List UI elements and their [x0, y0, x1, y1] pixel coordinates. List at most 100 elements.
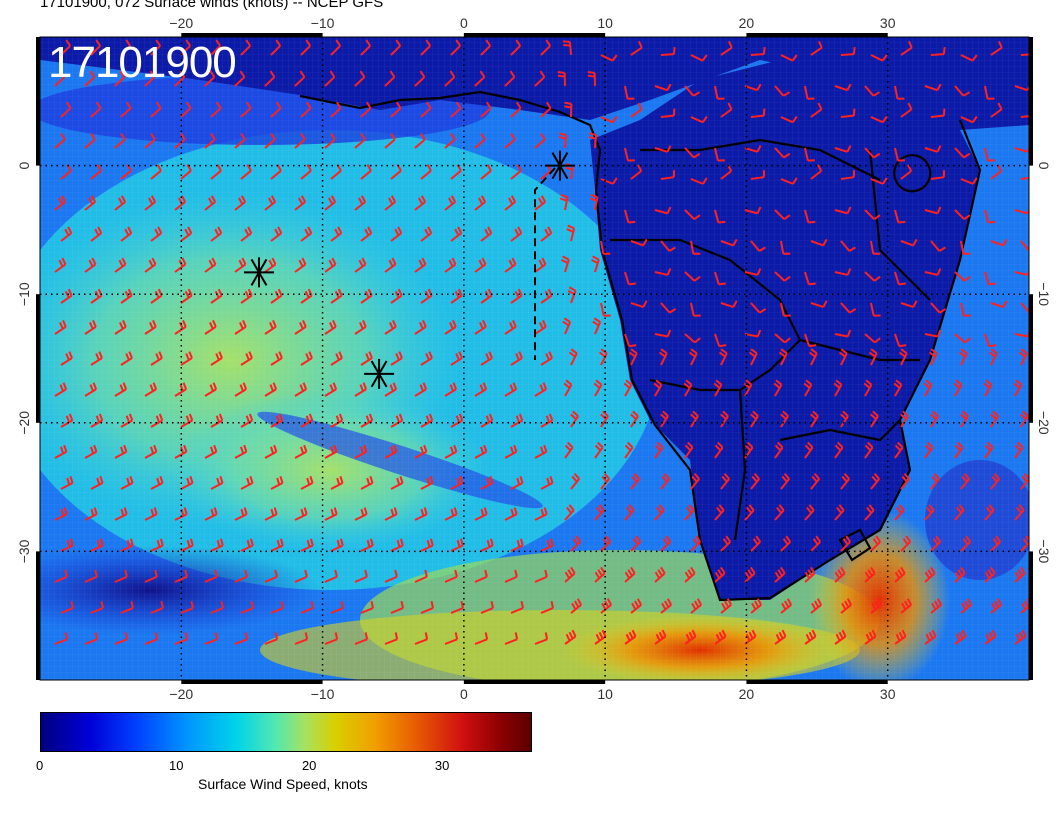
wind-barb — [990, 472, 1000, 490]
wind-barb — [84, 132, 96, 149]
wind-barb — [894, 504, 905, 521]
wind-barb — [60, 600, 74, 614]
wind-barb — [420, 538, 434, 552]
wind-barb — [354, 507, 368, 521]
wind-barb — [270, 413, 284, 428]
wind-barb — [510, 476, 524, 490]
lon-tick-label-top: 0 — [460, 15, 468, 31]
wind-barb — [594, 566, 606, 583]
wind-barb — [894, 271, 906, 286]
wind-barb — [444, 569, 458, 583]
wind-barb — [114, 569, 128, 583]
wind-barb — [444, 382, 458, 397]
wind-barb — [300, 101, 312, 118]
wind-barb — [444, 195, 457, 211]
wind-barb — [810, 238, 828, 247]
wind-barb — [270, 39, 282, 56]
wind-barb — [90, 226, 103, 242]
wind-barb — [144, 319, 157, 335]
wind-barb — [960, 240, 971, 255]
wind-barb — [270, 600, 284, 614]
wind-barb — [444, 319, 457, 335]
wind-barb — [990, 40, 1003, 56]
wind-barb — [810, 300, 828, 308]
colorbar-tick-label: 30 — [434, 758, 450, 773]
wind-barb — [480, 351, 493, 366]
wind-barb — [144, 70, 156, 87]
wind-barb — [714, 147, 725, 162]
wind-barb — [589, 193, 599, 211]
wind-barb — [474, 195, 487, 211]
wind-barb — [354, 132, 366, 149]
wind-barb — [264, 257, 277, 273]
wind-barb — [510, 39, 522, 56]
wind-barb — [300, 351, 313, 366]
wind-barb — [960, 115, 978, 124]
wind-barb — [624, 271, 636, 286]
wind-barb — [714, 333, 727, 348]
wind-barb — [720, 472, 730, 490]
wind-barb — [864, 85, 881, 97]
wind-barb — [557, 70, 566, 87]
wind-barb — [804, 209, 816, 224]
wind-barb — [84, 444, 98, 459]
storm-markers — [243, 150, 575, 389]
wind-barb — [510, 101, 522, 118]
wind-barb — [204, 132, 216, 149]
wind-barb — [804, 147, 815, 162]
wind-barb — [114, 319, 127, 335]
wind-barb — [960, 472, 970, 490]
lat-tick-label-right: 0 — [1036, 162, 1052, 170]
track-line — [534, 167, 556, 360]
frame-segment — [181, 33, 323, 37]
wind-barb — [510, 226, 523, 242]
wind-barb — [150, 600, 164, 614]
wind-barb — [954, 629, 967, 645]
wind-barb — [559, 193, 569, 211]
frame-segment — [36, 551, 40, 680]
lon-tick-label-bottom: −10 — [311, 686, 335, 700]
wind-barb — [804, 566, 816, 583]
wind-barb — [744, 268, 762, 276]
wind-barb — [864, 441, 874, 459]
wind-barb — [564, 441, 574, 459]
wind-barb — [384, 195, 397, 211]
wind-barb — [210, 101, 222, 118]
wind-barb — [240, 288, 253, 304]
wind-barb — [810, 164, 823, 180]
wind-barb — [444, 132, 456, 149]
wind-barb — [240, 39, 252, 56]
wind-barb — [84, 632, 99, 645]
wind-barb — [954, 441, 964, 459]
wind-barb — [90, 39, 102, 56]
wind-barb — [894, 566, 906, 583]
wind-barb — [714, 271, 726, 286]
wind-barb — [840, 170, 856, 180]
wind-barb — [953, 379, 963, 397]
wind-barb — [600, 54, 618, 62]
wind-barb — [354, 444, 368, 459]
wind-barb — [684, 566, 696, 583]
wind-barb — [834, 504, 845, 521]
wind-barb — [360, 538, 374, 552]
wind-barb — [414, 319, 427, 335]
wind-barb — [264, 632, 279, 645]
wind-barb — [540, 101, 552, 118]
wind-barb — [803, 379, 813, 397]
wind-barb — [930, 535, 942, 552]
wind-barb — [114, 132, 126, 149]
colorbar-tick-label: 0 — [36, 758, 44, 773]
wind-barb — [564, 629, 577, 645]
wind-barb — [390, 600, 404, 614]
wind-barb — [718, 348, 728, 366]
wind-barb — [420, 226, 433, 242]
wind-barb — [870, 410, 879, 428]
date-stamp: 17101900 — [48, 38, 237, 87]
wind-barb — [90, 538, 104, 552]
wind-barb — [984, 333, 997, 348]
wind-barb — [294, 319, 307, 335]
wind-barb — [294, 195, 307, 211]
wind-barb — [414, 70, 426, 87]
wind-barb — [450, 538, 464, 552]
wind-barb — [1014, 629, 1027, 645]
